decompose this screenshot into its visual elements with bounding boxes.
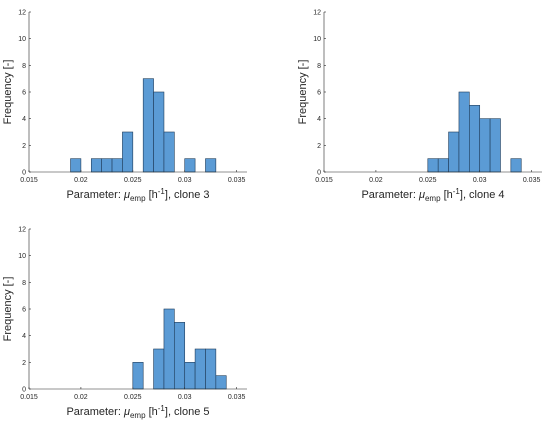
- histogram-bar: [132, 362, 144, 390]
- histogram-bar: [205, 158, 217, 173]
- y-tick-label: 8: [22, 280, 26, 287]
- x-tick-label: 0.015: [20, 177, 38, 184]
- x-axis-label-part: [h: [146, 189, 158, 201]
- y-tick-label: 0: [22, 170, 26, 177]
- histogram-bar: [194, 348, 206, 390]
- x-axis-label-part: Parameter:: [66, 406, 123, 418]
- histogram-panel-1: 0 2 4 6 8 10 12 0.015 0.02 0.025 0.03 0.035 Frequenc…: [2, 10, 247, 203]
- histogram-bar: [184, 158, 196, 173]
- x-axis-label-part: -1: [158, 187, 166, 196]
- x-axis-label: Parameter: μemp [h-1], clone 4: [361, 187, 504, 203]
- histogram-bar: [458, 91, 470, 173]
- histogram-bar: [479, 118, 491, 173]
- y-tick-label: 2: [317, 143, 321, 150]
- x-tick-label: 0.03: [178, 177, 192, 184]
- y-tick-label: 6: [22, 90, 26, 97]
- histogram-bar: [427, 158, 439, 173]
- y-tick-label: 12: [313, 10, 321, 17]
- histogram-bar: [437, 158, 449, 173]
- x-tick-label: 0.035: [228, 177, 246, 184]
- x-tick-label: 0.035: [228, 394, 246, 401]
- x-tick-label: 0.025: [419, 177, 437, 184]
- x-axis-label-part: μ: [123, 189, 130, 201]
- y-tick-label: 6: [22, 307, 26, 314]
- y-tick-label: 10: [18, 253, 26, 260]
- y-tick-label: 2: [22, 143, 26, 150]
- histogram-bar: [153, 348, 165, 390]
- histogram-bar: [122, 131, 134, 173]
- x-axis-label-part: emp: [130, 411, 146, 420]
- x-tick-label: 0.03: [473, 177, 487, 184]
- y-tick-label: 12: [18, 10, 26, 17]
- x-axis-label: Parameter: μemp [h-1], clone 3: [66, 187, 209, 203]
- y-tick-label: 0: [22, 387, 26, 394]
- x-tick-label: 0.03: [178, 394, 192, 401]
- histogram-bar: [469, 105, 481, 173]
- y-tick-label: 4: [22, 333, 26, 340]
- histogram-bar: [142, 78, 154, 173]
- histogram-bar: [90, 158, 102, 173]
- x-axis-label-part: -1: [453, 187, 461, 196]
- x-tick-label: 0.025: [124, 394, 142, 401]
- x-tick-label: 0.015: [20, 394, 38, 401]
- y-tick-label: 0: [317, 170, 321, 177]
- x-tick-label: 0.02: [74, 177, 88, 184]
- y-tick-label: 2: [22, 360, 26, 367]
- histogram-bar: [448, 131, 460, 173]
- y-tick-label: 4: [22, 116, 26, 123]
- y-tick-label: 10: [313, 36, 321, 43]
- histogram-bar: [205, 348, 217, 390]
- y-axis-label: Frequency [-]: [297, 60, 309, 125]
- x-axis-label-part: -1: [158, 404, 166, 413]
- x-axis-label-part: Parameter:: [361, 189, 418, 201]
- histogram-panel-3: 0 2 4 6 8 10 12 0.015 0.02 0.025 0.03 0.035 Frequenc…: [2, 227, 247, 420]
- x-tick-label: 0.035: [523, 177, 541, 184]
- histogram-bar: [101, 158, 113, 173]
- y-tick-label: 10: [18, 36, 26, 43]
- y-tick-label: 12: [18, 227, 26, 234]
- histogram-bar: [174, 322, 186, 390]
- histogram-panel-2: 0 2 4 6 8 10 12 0.015 0.02 0.025 0.03 0.035 Frequenc…: [297, 10, 542, 203]
- x-axis-label-part: μ: [123, 406, 130, 418]
- x-axis-label-part: emp: [425, 194, 441, 203]
- histogram-bar: [70, 158, 82, 173]
- x-tick-label: 0.02: [74, 394, 88, 401]
- x-axis-label-part: [h: [146, 406, 158, 418]
- x-tick-label: 0.02: [369, 177, 383, 184]
- x-tick-label: 0.025: [124, 177, 142, 184]
- histogram-bar: [184, 362, 196, 390]
- x-axis-label-part: ], clone 4: [460, 189, 505, 201]
- y-tick-label: 8: [22, 63, 26, 70]
- x-axis-label-part: emp: [130, 194, 146, 203]
- x-axis-label: Parameter: μemp [h-1], clone 5: [66, 404, 209, 420]
- histogram-bar: [163, 308, 175, 390]
- x-tick-label: 0.015: [315, 177, 333, 184]
- x-axis-label-part: ], clone 3: [165, 189, 210, 201]
- histogram-bar: [510, 158, 522, 173]
- y-tick-label: 4: [317, 116, 321, 123]
- histogram-bar: [215, 375, 227, 390]
- x-axis-label-part: ], clone 5: [165, 406, 210, 418]
- histogram-bar: [489, 118, 501, 173]
- x-axis-label-part: μ: [418, 189, 425, 201]
- histogram-bar: [163, 131, 175, 173]
- histogram-bar: [153, 91, 165, 173]
- y-tick-label: 8: [317, 63, 321, 70]
- y-tick-label: 6: [317, 90, 321, 97]
- y-axis-label: Frequency [-]: [2, 277, 14, 342]
- x-axis-label-part: [h: [441, 189, 453, 201]
- y-axis-label: Frequency [-]: [2, 60, 14, 125]
- x-axis-label-part: Parameter:: [66, 189, 123, 201]
- histogram-bar: [111, 158, 123, 173]
